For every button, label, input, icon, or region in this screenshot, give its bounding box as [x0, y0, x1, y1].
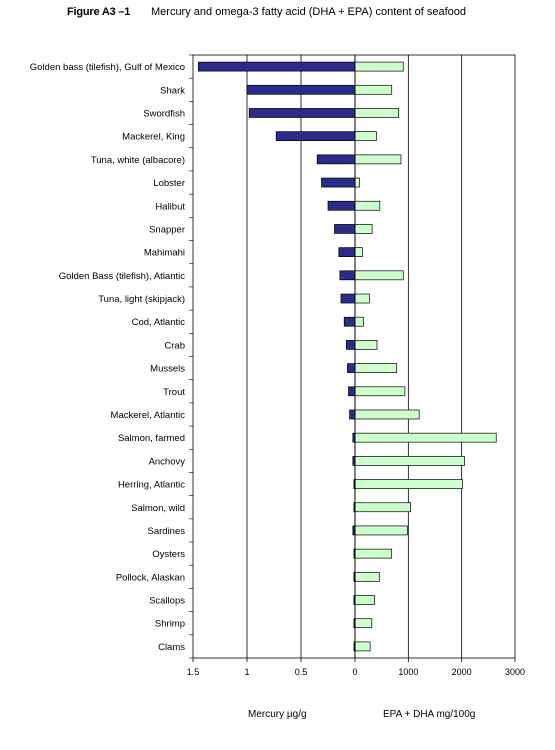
omega3-axis-title: EPA + DHA mg/100g	[383, 709, 476, 720]
bar-mercury	[327, 200, 356, 211]
bar-mercury	[343, 316, 356, 327]
bar-omega3	[354, 363, 398, 373]
bar-omega3	[354, 641, 371, 652]
category-label: Golden Bass (tilefish), Atlantic	[59, 271, 185, 282]
bar-omega3	[354, 61, 404, 72]
bar-omega3	[354, 293, 370, 304]
category-label: Herring, Atlantic	[118, 480, 185, 491]
bar-omega3	[354, 177, 360, 188]
bar-mercury	[339, 270, 356, 281]
tick-label-mercury: 1.5	[187, 667, 200, 677]
tick-label-mercury: 0	[352, 667, 357, 677]
category-label: Oysters	[152, 549, 185, 560]
bar-mercury	[316, 154, 356, 165]
category-label: Mahimahi	[144, 248, 185, 259]
tick-label-omega3: 2000	[452, 667, 472, 677]
bar-omega3	[354, 409, 420, 420]
mercury-axis-title: Mercury µg/g	[248, 709, 307, 720]
bar-mercury	[248, 108, 356, 118]
bar-mercury	[340, 293, 356, 304]
bar-omega3	[354, 595, 375, 605]
chart-title: Mercury and omega-3 fatty acid (DHA + EP…	[151, 6, 466, 18]
category-label: Scallops	[149, 596, 185, 607]
category-label: Halibut	[155, 201, 185, 212]
bar-mercury	[334, 224, 356, 234]
category-label: Pollock, Alaskan	[116, 572, 185, 583]
bar-omega3	[354, 154, 402, 165]
category-label: Lobster	[153, 178, 185, 189]
bar-mercury	[275, 131, 356, 142]
bar-omega3	[354, 525, 408, 536]
bar-omega3	[354, 571, 380, 582]
bar-mercury	[348, 386, 356, 397]
category-label: Snapper	[149, 224, 185, 235]
tick-label-omega3: 1000	[398, 667, 418, 677]
bar-omega3	[354, 479, 463, 489]
bar-omega3	[354, 386, 406, 397]
bar-omega3	[354, 224, 373, 234]
category-label: Mussels	[150, 364, 185, 375]
category-label: Shrimp	[155, 619, 185, 630]
bar-omega3	[354, 432, 497, 443]
bar-mercury	[347, 363, 356, 373]
bar-mercury	[198, 61, 356, 72]
bar-mercury	[349, 409, 356, 420]
category-label: Anchovy	[149, 456, 186, 467]
category-label: Tuna, light (skipjack)	[98, 294, 185, 305]
bar-omega3	[354, 84, 393, 95]
category-label: Sardines	[148, 526, 186, 537]
category-label: Cod, Atlantic	[132, 317, 186, 328]
bar-mercury	[246, 84, 356, 95]
bar-omega3	[354, 548, 393, 559]
tick-label-omega3: 3000	[505, 667, 525, 677]
category-label: Tuna, white (albacore)	[91, 155, 185, 166]
bar-omega3	[354, 618, 373, 629]
bar-omega3	[354, 502, 411, 513]
bar-omega3	[354, 131, 377, 142]
figure-header: Figure A3 –1 Mercury and omega-3 fatty a…	[0, 6, 555, 26]
bar-mercury	[338, 247, 356, 257]
bar-omega3	[354, 316, 364, 327]
bar-omega3	[354, 270, 404, 281]
category-label: Mackerel, Atlantic	[111, 410, 186, 421]
tick-label-mercury: 1	[244, 667, 249, 677]
bar-omega3	[354, 200, 381, 211]
category-label: Clams	[158, 642, 185, 653]
category-label: Salmon, wild	[131, 503, 185, 514]
category-label: Shark	[160, 85, 185, 96]
category-label: Salmon, farmed	[118, 433, 185, 444]
plot-frame	[192, 54, 516, 659]
bar-omega3	[354, 108, 400, 118]
bar-omega3	[354, 340, 378, 350]
figure-label: Figure A3 –1	[67, 6, 131, 18]
category-label: Golden bass (tilefish), Gulf of Mexico	[30, 62, 185, 73]
category-label: Trout	[163, 387, 185, 398]
bar-omega3	[354, 456, 465, 466]
category-label: Swordfish	[143, 108, 185, 119]
bar-mercury	[346, 340, 356, 350]
tick-label-mercury: 0.5	[295, 667, 308, 677]
category-label: Mackerel, King	[122, 132, 185, 143]
bar-mercury	[321, 177, 356, 188]
category-label: Crab	[164, 340, 185, 351]
bar-omega3	[354, 247, 363, 257]
